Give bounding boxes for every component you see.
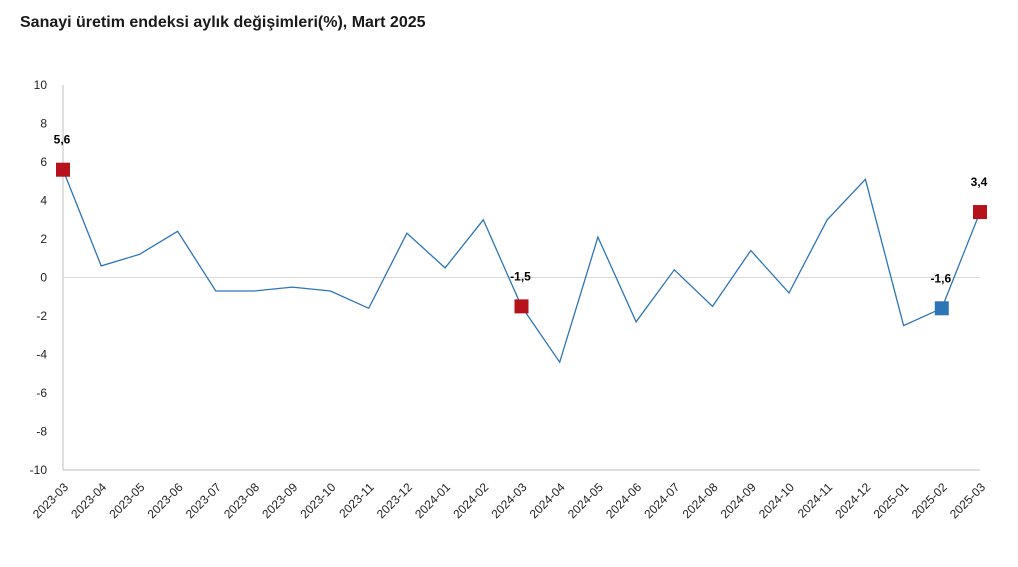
x-tick-label: 2024-10 [756,480,797,521]
x-tick-label: 2024-01 [412,480,453,521]
x-axis-ticks: 2023-032023-042023-052023-062023-072023-… [30,480,988,521]
x-tick-label: 2025-01 [871,480,912,521]
chart-axes [62,85,980,471]
x-tick-label: 2023-06 [145,480,186,521]
y-tick-label: 4 [40,194,47,208]
x-tick-label: 2024-08 [680,480,721,521]
x-tick-label: 2025-02 [909,480,950,521]
x-tick-label: 2024-03 [489,480,530,521]
y-tick-label: 10 [34,78,48,92]
highlight-marker [56,162,70,177]
highlight-layer: 5,6 -1,5 -1,6 3,4 [54,133,988,316]
highlight-marker [934,301,949,316]
y-tick-label: 8 [40,117,47,131]
x-tick-label: 2023-11 [336,480,377,521]
x-tick-label: 2023-10 [297,480,338,521]
x-tick-label: 2023-05 [106,480,147,521]
y-tick-label: 2 [40,232,47,246]
x-tick-label: 2023-03 [30,480,71,521]
y-axis-ticks: 10 8 6 4 2 0 -2 -4 -6 -8 -10 [30,78,48,477]
data-label: 3,4 [971,175,988,189]
x-tick-label: 2024-04 [527,480,568,521]
y-tick-label: 6 [40,155,47,169]
series-line [62,169,981,364]
y-tick-label: -6 [36,386,47,400]
y-tick-label: -4 [36,348,47,362]
x-tick-label: 2024-11 [795,480,836,521]
x-tick-label: 2023-12 [374,480,415,521]
highlight-marker [973,205,987,220]
series-layer [62,169,981,364]
x-tick-label: 2024-05 [565,480,606,521]
chart-title: Sanayi üretim endeksi aylık değişimleri(… [20,14,426,31]
x-tick-label: 2023-08 [221,480,262,521]
y-tick-label: -2 [36,309,47,323]
y-tick-label: 0 [40,271,47,285]
x-tick-label: 2024-02 [450,480,491,521]
x-tick-label: 2023-07 [183,480,224,521]
x-tick-label: 2023-04 [68,480,109,521]
x-tick-label: 2025-03 [947,480,988,521]
x-tick-label: 2024-12 [832,480,873,521]
y-tick-label: -10 [30,463,48,477]
data-label: -1,6 [930,271,951,285]
data-label: -1,5 [510,269,531,283]
highlight-marker [514,299,529,314]
y-tick-label: -8 [36,425,47,439]
x-tick-label: 2024-06 [603,480,644,521]
x-tick-label: 2024-07 [641,480,682,521]
x-tick-label: 2023-09 [259,480,300,521]
data-label: 5,6 [54,133,71,147]
x-tick-label: 2024-09 [718,480,759,521]
